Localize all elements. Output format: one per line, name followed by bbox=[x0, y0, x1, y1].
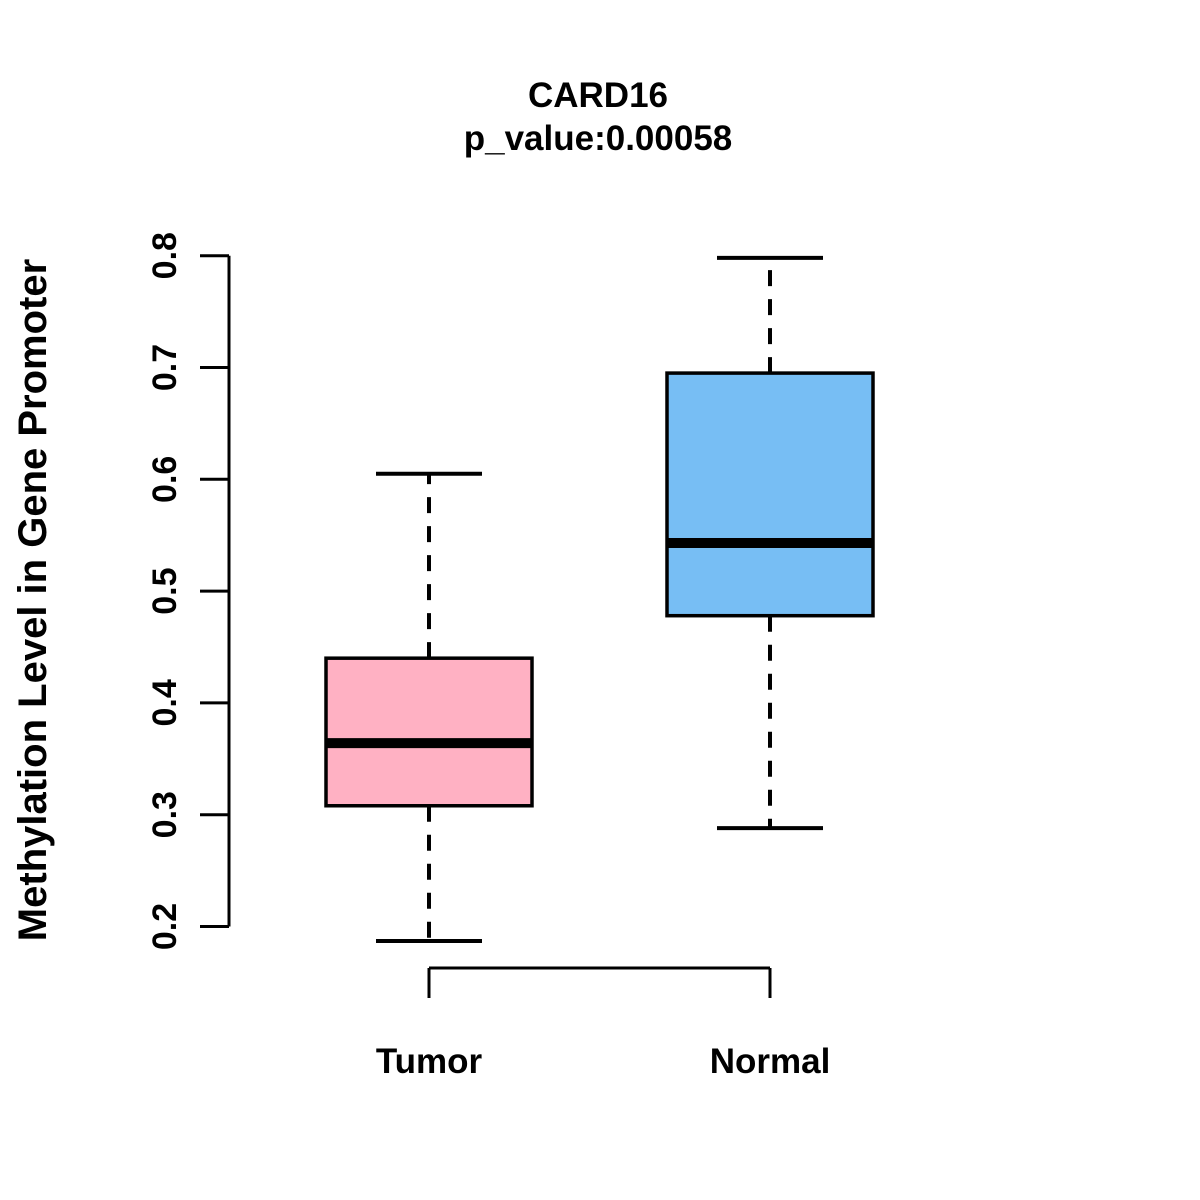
y-axis: 0.2 0.3 0.4 0.5 0.6 0.7 0.8 bbox=[146, 232, 231, 950]
y-tick-label: 0.4 bbox=[146, 679, 184, 726]
chart-subtitle: p_value:0.00058 bbox=[464, 119, 733, 158]
y-tick-label: 0.5 bbox=[146, 567, 184, 614]
box-group-tumor bbox=[324, 471, 534, 944]
y-tick-label: 0.6 bbox=[146, 456, 184, 503]
chart-title: CARD16 bbox=[528, 76, 668, 115]
iqr-box-tumor bbox=[324, 656, 534, 808]
y-tick-label: 0.8 bbox=[146, 232, 184, 279]
x-category-label-normal: Normal bbox=[710, 1042, 831, 1081]
y-tick-label: 0.2 bbox=[146, 903, 184, 950]
x-category-label-tumor: Tumor bbox=[376, 1042, 483, 1081]
y-tick-label: 0.3 bbox=[146, 791, 184, 838]
iqr-box-normal bbox=[665, 371, 875, 618]
plot-area bbox=[324, 255, 875, 944]
x-axis: Tumor Normal bbox=[376, 966, 831, 1081]
box-group-normal bbox=[665, 255, 875, 831]
y-tick-label: 0.7 bbox=[146, 344, 184, 391]
y-axis-title: Methylation Level in Gene Promoter bbox=[11, 259, 55, 941]
